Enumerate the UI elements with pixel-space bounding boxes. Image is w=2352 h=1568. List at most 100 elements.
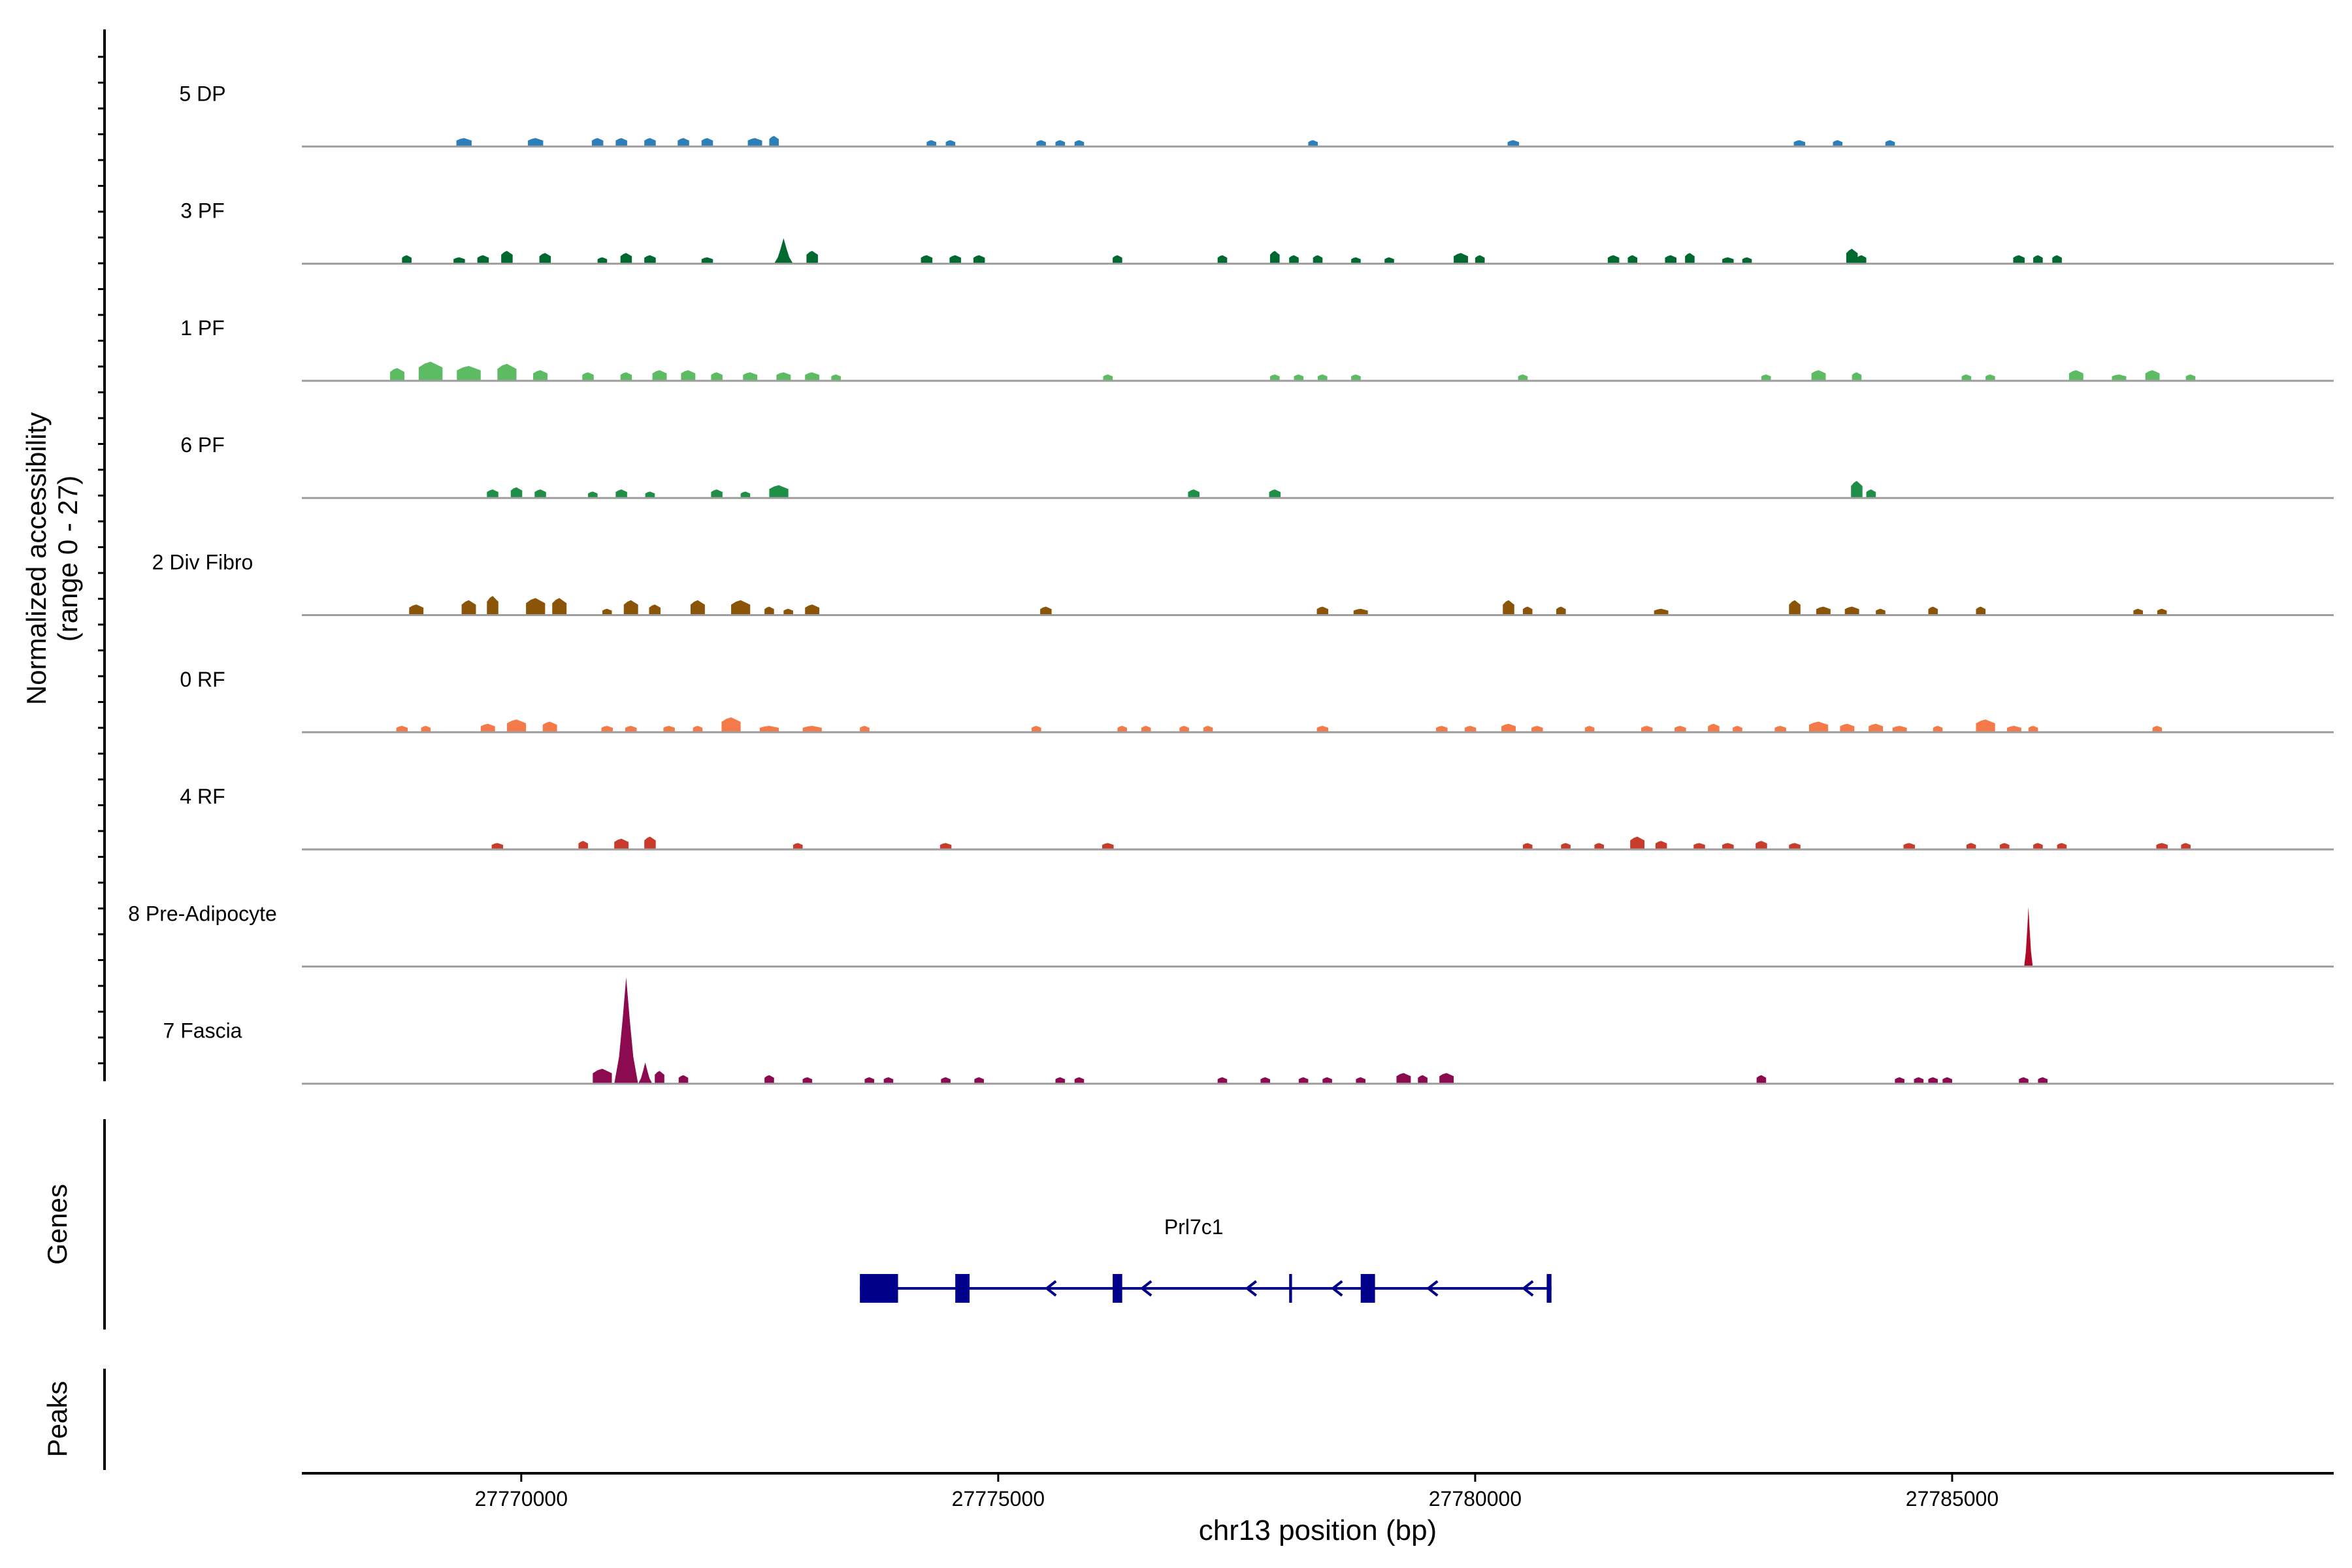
gene-exon <box>1360 1274 1375 1303</box>
coverage-peak <box>1396 1073 1411 1084</box>
coverage-peak <box>1040 606 1052 615</box>
coverage-peak <box>941 1077 951 1084</box>
coverage-peak <box>1289 255 1299 264</box>
coverage-peak <box>1928 606 1938 615</box>
coverage-peak <box>2013 255 2025 264</box>
coverage-peak <box>480 723 495 732</box>
coverage-peak <box>783 608 793 615</box>
coverage-peak <box>1985 374 1995 381</box>
coverage-peak <box>418 361 443 381</box>
coverage-peak <box>1384 257 1394 264</box>
strand-arrow-icon <box>1330 1280 1343 1297</box>
coverage-peak <box>2112 374 2127 381</box>
coverage-peak <box>743 372 758 381</box>
coverage-peak <box>601 726 613 732</box>
coverage-peak <box>582 372 594 381</box>
coverage-peak <box>831 374 841 381</box>
coverage-peak <box>1501 723 1516 732</box>
coverage-peak <box>1203 726 1213 732</box>
coverage-peak <box>1844 606 1859 615</box>
coverage-peak <box>939 843 952 850</box>
coverage-peak <box>1851 481 1863 498</box>
coverage-peak <box>1584 726 1595 732</box>
coverage-peak <box>1141 726 1151 732</box>
track-label: 0 RF <box>180 668 225 691</box>
coverage-peak <box>974 1077 984 1084</box>
coverage-peak <box>1294 374 1304 381</box>
coverage-peak <box>1269 374 1280 381</box>
coverage-peak <box>1856 255 1867 264</box>
coverage-peak <box>1269 489 1281 498</box>
coverage-peak <box>1655 841 1667 850</box>
coverage-peak <box>1641 726 1653 732</box>
coverage-peak <box>1464 726 1477 732</box>
x-tick-label: 27775000 <box>952 1487 1045 1511</box>
coverage-peak <box>1999 843 2010 850</box>
coverage-peak <box>390 368 404 381</box>
coverage-peak <box>1318 374 1328 381</box>
coverage-peak <box>1055 1077 1066 1084</box>
coverage-peak <box>1561 843 1571 850</box>
coverage-peak <box>1269 251 1280 264</box>
coverage-peak <box>510 487 523 498</box>
coverage-peak <box>681 370 696 381</box>
x-tick-label: 27770000 <box>475 1487 568 1511</box>
coverage-peak <box>1607 255 1620 264</box>
coverage-y-ticks <box>98 56 105 1064</box>
coverage-peak <box>2019 1077 2029 1084</box>
coverage-peak <box>655 1071 664 1084</box>
coverage-peak <box>805 372 820 381</box>
coverage-peak <box>764 606 774 615</box>
coverage-peak <box>477 255 489 264</box>
coverage-peak <box>2033 843 2043 850</box>
coverage-peak <box>506 719 527 732</box>
x-tick-label: 27780000 <box>1429 1487 1522 1511</box>
coverage-peak <box>645 491 655 498</box>
coverage-peak <box>1961 374 1972 381</box>
track-4: 2 Div Fibro <box>152 551 2334 616</box>
coverage-peak <box>1903 843 1916 850</box>
coverage-peak <box>1503 600 1514 615</box>
coverage-peak <box>747 138 762 147</box>
coverage-peak <box>860 726 870 732</box>
coverage-peak <box>578 841 589 850</box>
track-label: 3 PF <box>180 199 225 223</box>
coverage-peak <box>1866 489 1876 498</box>
coverage-peak <box>1933 726 1943 732</box>
coverage-peak <box>1833 140 1843 147</box>
coverage-peak <box>2057 843 2067 850</box>
coverage-peak <box>620 372 632 381</box>
coverage-peak <box>1674 726 1686 732</box>
strand-arrow-icon <box>1044 1280 1057 1297</box>
coverage-peak <box>597 257 608 264</box>
coverage-peak <box>1356 1077 1366 1084</box>
coverage-peak <box>2024 907 2033 967</box>
coverage-peak <box>806 251 818 264</box>
coverage-peak <box>740 491 751 498</box>
coverage-peak <box>1113 255 1122 264</box>
coverage-peak <box>949 255 961 264</box>
coverage-peak <box>921 255 933 264</box>
coverage-peak <box>731 600 751 615</box>
strand-arrow-icon <box>1426 1280 1439 1297</box>
track-0: 5 DP <box>179 82 2334 148</box>
coverage-peak <box>1892 726 1907 732</box>
coverage-peak <box>1418 1075 1428 1084</box>
track-8: 7 Fascia <box>163 977 2334 1085</box>
track-label: 7 Fascia <box>163 1019 242 1043</box>
coverage-peak <box>1475 255 1485 264</box>
coverage-peak <box>1313 255 1323 264</box>
coverage-peak <box>1756 1075 1767 1084</box>
coverage-peak <box>1895 1077 1904 1084</box>
x-axis-title: chr13 position (bp) <box>1199 1514 1437 1546</box>
coverage-peak <box>1914 1077 1924 1084</box>
track-2: 1 PF <box>180 316 2334 382</box>
coverage-peak <box>1869 723 1884 732</box>
coverage-peak <box>776 372 791 381</box>
genes-panel-label: Genes <box>42 1184 73 1265</box>
coverage-peak <box>2157 608 2167 615</box>
coverage-peak <box>1217 255 1228 264</box>
coverage-peak <box>883 1077 894 1084</box>
y-axis-title: Normalized accessibility (range 0 - 27) <box>21 412 83 705</box>
coverage-peak <box>759 726 779 732</box>
